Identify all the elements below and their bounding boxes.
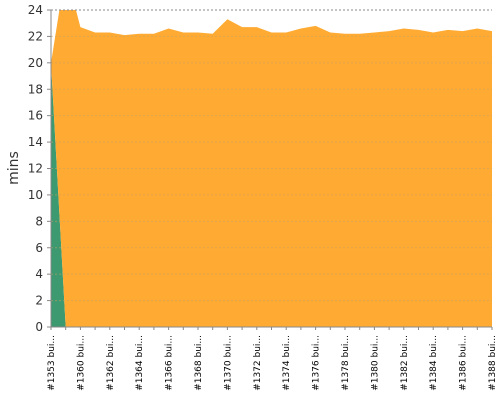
y-tick-label: 16 (28, 109, 43, 123)
x-tick-label: #1388 bui... (488, 335, 498, 391)
y-tick-label: 8 (35, 214, 43, 228)
x-tick-label: #1360 bui... (76, 335, 86, 391)
y-tick-label: 12 (28, 162, 43, 176)
y-axis-label: mins (6, 151, 22, 185)
x-tick-label: #1364 bui... (135, 335, 145, 391)
y-tick-label: 22 (28, 29, 43, 43)
x-tick-label: #1380 bui... (370, 335, 380, 391)
x-tick-label: #1378 bui... (341, 335, 351, 391)
x-tick-label: #1374 bui... (282, 335, 292, 391)
x-tick-label: #1372 bui... (253, 335, 263, 391)
x-tick-label: #1353 bui... (47, 335, 57, 391)
area (51, 10, 492, 327)
y-tick-label: 0 (35, 320, 43, 334)
plot-area (51, 10, 492, 327)
y-tick-label: 14 (28, 135, 43, 149)
x-tick-label: #1382 bui... (400, 335, 410, 391)
x-tick-label: #1370 bui... (223, 335, 233, 391)
x-tick-label: #1386 bui... (459, 335, 469, 391)
y-tick-label: 18 (28, 82, 43, 96)
y-tick-label: 24 (28, 3, 43, 17)
x-tick-label: #1362 bui... (106, 335, 116, 391)
x-tick-label: #1384 bui... (429, 335, 439, 391)
y-tick-label: 20 (28, 56, 43, 70)
y-tick-label: 10 (28, 188, 43, 202)
x-tick-label: #1376 bui... (312, 335, 322, 391)
y-tick-label: 4 (35, 267, 43, 281)
y-tick-label: 2 (35, 294, 43, 308)
x-tick-label: #1366 bui... (165, 335, 175, 391)
y-tick-label: 6 (35, 241, 43, 255)
x-tick-label: #1368 bui... (194, 335, 204, 391)
